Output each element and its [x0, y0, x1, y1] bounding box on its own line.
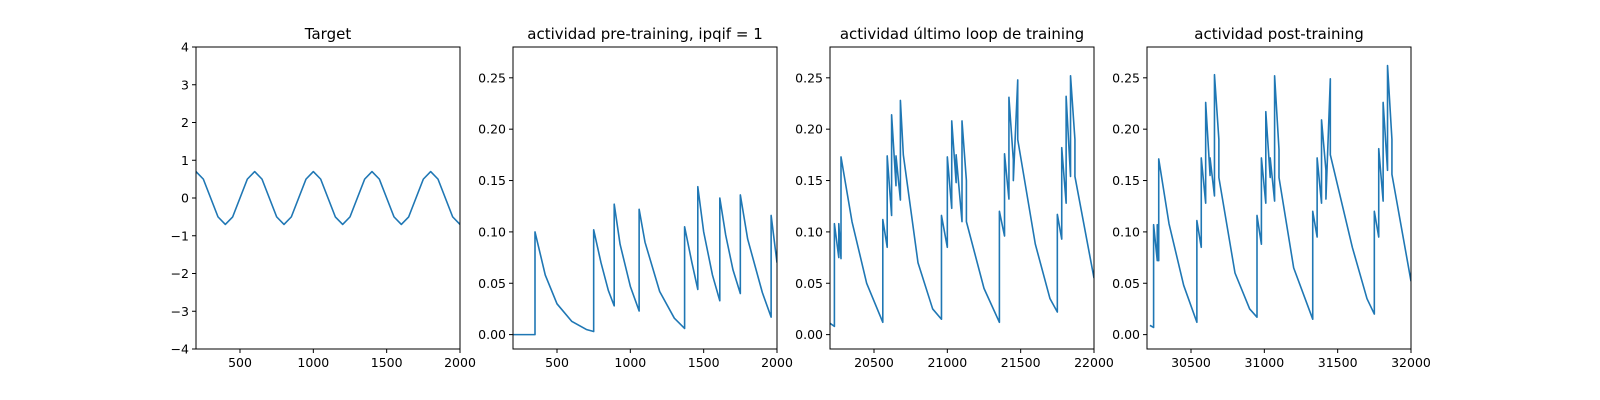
chart-title: Target — [304, 25, 352, 43]
y-tick-label: −1 — [171, 228, 189, 243]
chart-title: actividad último loop de training — [840, 25, 1084, 43]
x-tick-label: 2000 — [444, 355, 476, 370]
y-tick-label: 0.10 — [795, 224, 823, 239]
y-tick-label: 1 — [181, 153, 189, 168]
subplot-target: Target 500 1000 1500 2000 −4 −3 −2 −1 0 1 2 3 4 — [171, 25, 476, 370]
y-tick-label: 0.05 — [795, 276, 823, 291]
y-tick-label: 0.20 — [478, 122, 506, 137]
x-tick-label: 22000 — [1074, 355, 1114, 370]
x-tick-label: 21000 — [927, 355, 967, 370]
y-tick-label: 0.05 — [1112, 276, 1140, 291]
x-tick-label: 500 — [545, 355, 569, 370]
y-tick-label: 0.00 — [478, 327, 506, 342]
y-tick-label: 0.20 — [795, 122, 823, 137]
y-tick-label: 0.10 — [1112, 224, 1140, 239]
subplot-last-training-loop: actividad último loop de training 20500 21… — [795, 25, 1114, 370]
subplot-post-training: actividad post-training 30500 31000 31500 32… — [1112, 25, 1431, 370]
y-tick-label: 0.25 — [1112, 70, 1140, 85]
y-tick-label: 0.25 — [478, 70, 506, 85]
x-tick-label: 20500 — [854, 355, 894, 370]
y-tick-label: 0.15 — [795, 173, 823, 188]
x-tick-label: 21500 — [1001, 355, 1041, 370]
x-tick-label: 500 — [228, 355, 252, 370]
y-tick-label: 0.25 — [795, 70, 823, 85]
y-tick-label: −2 — [171, 266, 189, 281]
y-tick-label: 0.20 — [1112, 122, 1140, 137]
x-tick-label: 1500 — [688, 355, 720, 370]
y-tick-label: 0 — [181, 191, 189, 206]
y-tick-label: 3 — [181, 77, 189, 92]
x-tick-label: 1500 — [371, 355, 403, 370]
x-tick-label: 2000 — [761, 355, 793, 370]
chart-title: actividad pre-training, ipqif = 1 — [527, 25, 763, 43]
series-line-0 — [513, 185, 777, 336]
x-tick-label: 31000 — [1244, 355, 1284, 370]
series-line-0 — [1149, 64, 1411, 329]
y-tick-label: −3 — [171, 304, 189, 319]
x-tick-label: 1000 — [297, 355, 329, 370]
y-tick-label: 0.15 — [478, 173, 506, 188]
x-tick-label: 31500 — [1318, 355, 1358, 370]
x-tick-label: 32000 — [1391, 355, 1431, 370]
y-tick-label: 4 — [181, 40, 189, 55]
plot-frame — [512, 46, 778, 350]
y-tick-label: 0.10 — [478, 224, 506, 239]
x-tick-label: 1000 — [614, 355, 646, 370]
plot-frame — [1146, 46, 1412, 350]
chart-title: actividad post-training — [1194, 25, 1363, 43]
series-line-0 — [830, 74, 1094, 328]
y-tick-label: 0.00 — [795, 327, 823, 342]
y-tick-label: 0.15 — [1112, 173, 1140, 188]
y-tick-label: 0.00 — [1112, 327, 1140, 342]
subplot-pre-training: actividad pre-training, ipqif = 1 500 1000… — [478, 25, 793, 370]
y-tick-label: 2 — [181, 115, 189, 130]
x-tick-label: 30500 — [1171, 355, 1211, 370]
plot-frame — [829, 46, 1095, 350]
y-tick-label: −4 — [171, 342, 189, 357]
y-tick-label: 0.05 — [478, 276, 506, 291]
series-line-0 — [196, 170, 460, 226]
